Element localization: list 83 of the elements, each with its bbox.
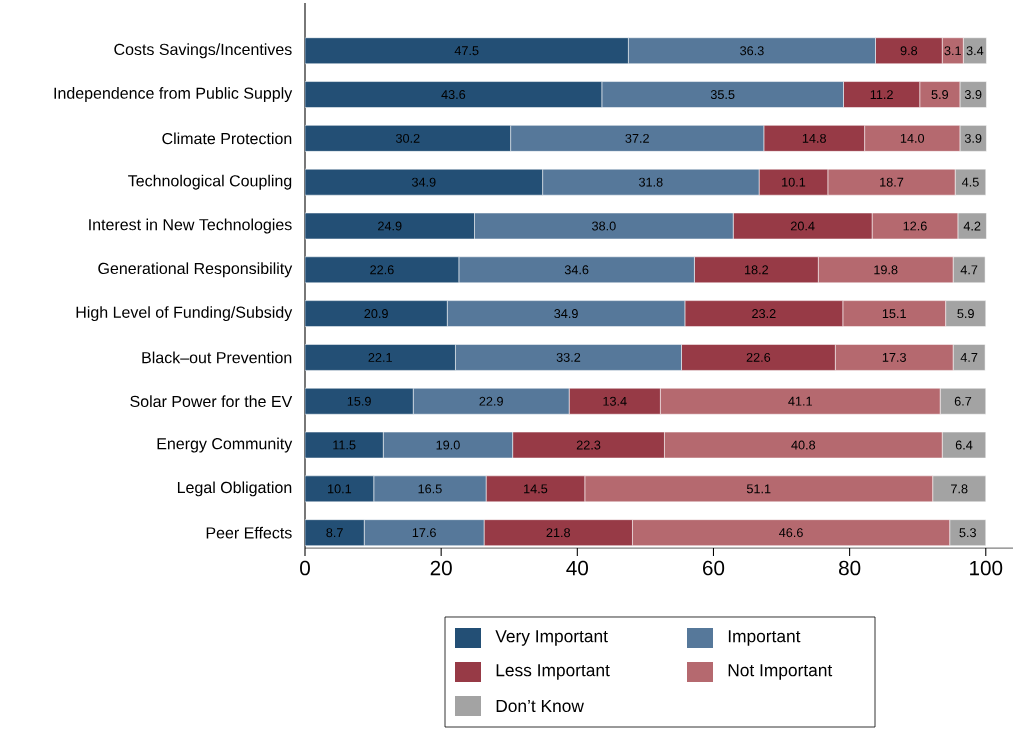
data-label: 6.7 [954, 396, 972, 406]
x-tick-label: 60 [703, 560, 725, 576]
data-label: 34.9 [554, 309, 578, 319]
data-label: 16.5 [418, 484, 442, 494]
y-tick-label: Black–out Prevention [142, 351, 292, 364]
data-label: 41.1 [788, 396, 812, 406]
data-label: 15.1 [882, 309, 906, 319]
data-label: 5.9 [931, 90, 949, 100]
data-label: 36.3 [740, 46, 764, 56]
y-tick-label: Solar Power for the EV [130, 395, 293, 408]
data-label: 20.4 [790, 221, 815, 231]
data-label: 22.6 [370, 265, 394, 275]
x-tick-label: 40 [566, 560, 588, 576]
x-tick-label: 80 [839, 560, 861, 576]
data-label: 3.9 [964, 90, 982, 100]
y-tick-label: Peer Effects [206, 526, 292, 539]
y-tick-label: High Level of Funding/Subsidy [76, 306, 293, 322]
data-label: 20.9 [364, 309, 388, 319]
data-label: 40.8 [791, 440, 816, 450]
data-label: 12.6 [903, 221, 927, 231]
data-label: 10.1 [328, 484, 352, 494]
data-label: 13.4 [603, 396, 627, 406]
data-label: 47.5 [454, 46, 479, 56]
data-label: 43.6 [441, 90, 466, 100]
data-label: 34.9 [411, 177, 436, 187]
data-label: 4.2 [963, 221, 981, 231]
data-label: 34.6 [564, 265, 589, 275]
legend-label: Very Important [495, 630, 608, 646]
data-label: 21.8 [546, 528, 571, 538]
y-tick-label: Technological Coupling [128, 174, 292, 190]
data-label: 19.0 [436, 440, 460, 450]
data-label: 22.6 [746, 352, 771, 362]
data-label: 24.9 [378, 221, 402, 231]
data-label: 4.7 [960, 265, 978, 275]
y-tick-label: Climate Protection [162, 132, 292, 145]
y-tick-label: Interest in New Technologies [89, 218, 292, 234]
y-tick-label: Independence from Public Supply [54, 87, 293, 103]
data-label: 33.2 [556, 352, 581, 362]
data-label: 18.2 [744, 265, 769, 275]
data-label: 14.0 [900, 133, 925, 143]
data-label: 3.1 [944, 46, 961, 56]
legend-label: Important [728, 630, 801, 646]
x-tick-label: 20 [430, 560, 452, 576]
data-label: 17.3 [882, 352, 906, 362]
x-tick-label: 100 [970, 560, 1003, 576]
data-label: 4.5 [961, 177, 979, 187]
data-label: 35.5 [710, 90, 735, 100]
legend-label: Not Important [728, 664, 833, 680]
data-label: 22.1 [368, 353, 392, 362]
data-label: 14.8 [802, 133, 827, 143]
data-label: 19.8 [874, 265, 898, 275]
y-tick-label: Generational Responsibility [98, 262, 293, 278]
data-label: 37.2 [625, 133, 649, 143]
data-label: 3.9 [964, 133, 982, 143]
y-tick-label: Costs Savings/Incentives [114, 43, 292, 59]
data-label: 38.0 [592, 221, 616, 231]
data-label: 46.6 [779, 528, 803, 538]
data-label: 23.2 [752, 309, 776, 319]
data-label: 18.7 [880, 177, 904, 187]
data-label: 4.7 [960, 353, 978, 362]
data-label: 7.8 [951, 484, 968, 494]
legend-label: Less Important [496, 664, 610, 680]
data-label: 3.4 [966, 46, 984, 56]
data-label: 10.1 [782, 177, 806, 187]
data-label: 11.2 [870, 90, 893, 99]
data-label: 5.3 [959, 528, 976, 538]
data-label: 31.8 [638, 177, 663, 187]
data-label: 30.2 [395, 133, 420, 143]
data-label: 51.1 [746, 484, 771, 494]
data-label: 8.7 [326, 528, 343, 538]
y-tick-label: Energy Community [157, 437, 293, 453]
data-label: 14.5 [524, 484, 548, 494]
x-tick-label: 0 [300, 560, 310, 576]
data-label: 9.8 [900, 46, 918, 56]
data-label: 5.9 [957, 309, 974, 319]
legend-label: Don’t Know [496, 699, 584, 713]
data-label: 15.9 [347, 396, 371, 406]
y-tick-label: Legal Obligation [177, 481, 292, 497]
data-label: 22.3 [576, 440, 601, 450]
data-label: 11.5 [333, 440, 356, 450]
data-label: 22.9 [479, 396, 503, 406]
data-label: 17.6 [412, 528, 436, 538]
data-label: 6.4 [955, 440, 973, 450]
